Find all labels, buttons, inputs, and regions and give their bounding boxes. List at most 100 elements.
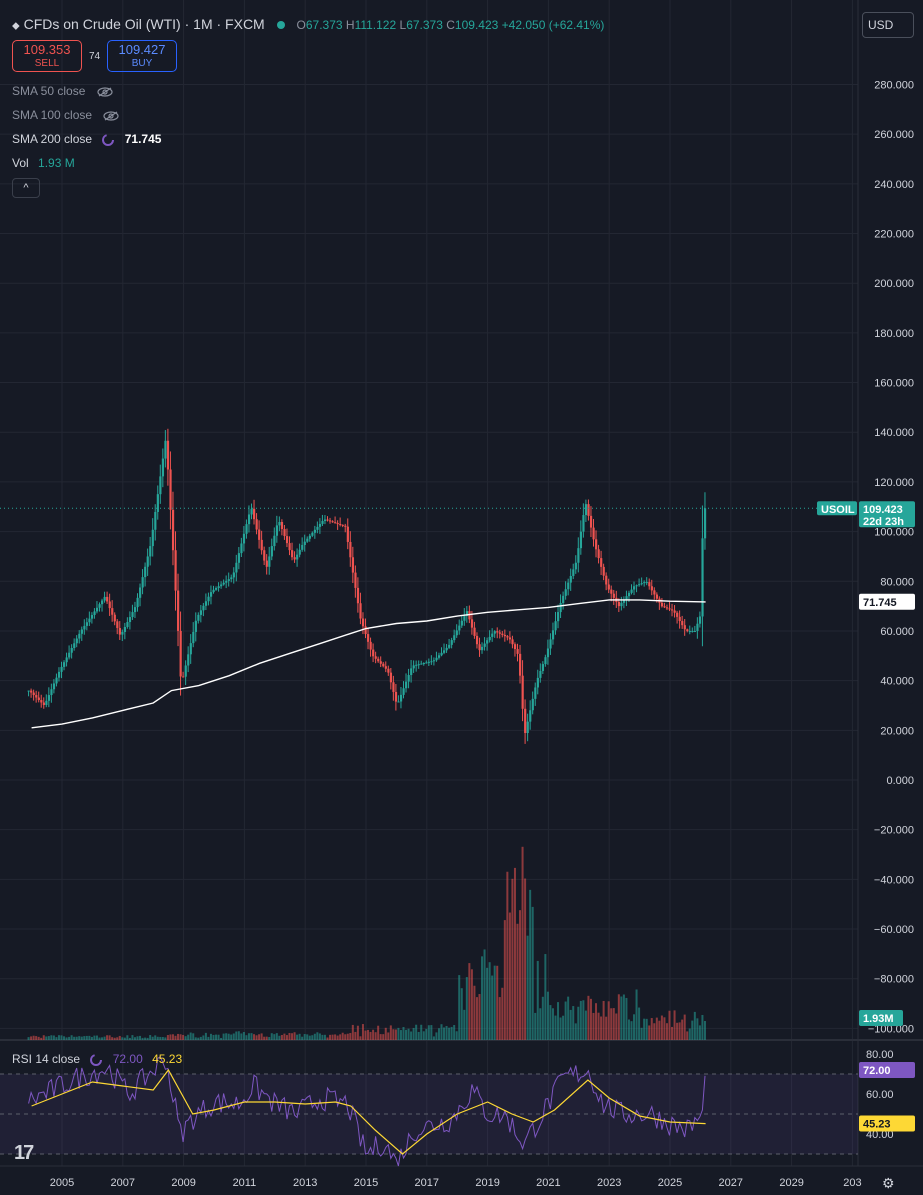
candle-body xyxy=(643,582,646,584)
volume-bar xyxy=(169,1034,172,1040)
collapse-legend-button[interactable]: ^ xyxy=(12,178,40,198)
currency-selector[interactable]: USD xyxy=(862,12,914,38)
candle-body xyxy=(437,655,441,658)
candle-body xyxy=(88,618,91,623)
candle-body xyxy=(303,541,306,545)
volume-bar xyxy=(691,1020,694,1040)
volume-bar xyxy=(445,1026,448,1040)
volume-bar xyxy=(397,1027,400,1040)
rsi-line xyxy=(28,1055,706,1167)
candle-body xyxy=(463,615,466,621)
candle-body xyxy=(207,596,210,602)
candle-body xyxy=(113,614,116,622)
volume-bar xyxy=(513,867,516,1040)
oil-drop-icon: ⬥ xyxy=(12,20,20,32)
time-tick-label: 2027 xyxy=(719,1177,743,1189)
volume-bar xyxy=(222,1033,225,1040)
volume-bar xyxy=(567,996,570,1040)
candle-body xyxy=(698,616,702,624)
candle-body xyxy=(448,644,451,648)
volume-bar xyxy=(30,1036,33,1040)
candle-body xyxy=(493,631,496,634)
candle-body xyxy=(212,589,215,593)
sell-button[interactable]: 109.353 SELL xyxy=(12,40,82,72)
candle-body xyxy=(569,575,572,583)
candle-body xyxy=(465,611,469,616)
volume-bar xyxy=(37,1036,40,1040)
candle-body xyxy=(397,701,400,703)
volume-bar xyxy=(557,1002,560,1040)
candle-body xyxy=(529,710,532,722)
time-tick-label: 2021 xyxy=(536,1177,560,1189)
candle-body xyxy=(278,521,281,526)
time-tick-label: 2007 xyxy=(111,1177,135,1189)
volume-bar xyxy=(361,1024,364,1040)
time-tick-label: 203 xyxy=(843,1177,861,1189)
candle-body xyxy=(536,677,539,688)
volume-bar xyxy=(465,977,468,1040)
candle-body xyxy=(460,620,463,626)
hidden-eye-icon[interactable] xyxy=(97,87,113,97)
buy-button[interactable]: 109.427 BUY xyxy=(107,40,177,72)
candle-body xyxy=(93,611,96,616)
volume-bar xyxy=(303,1034,306,1040)
rsi-legend[interactable]: RSI 14 close 72.00 45.23 xyxy=(12,1052,183,1066)
candle-body xyxy=(230,577,233,580)
svg-text:109.423: 109.423 xyxy=(863,504,903,516)
sma200-legend[interactable]: SMA 200 close 71.745 xyxy=(12,132,162,146)
candle-body xyxy=(85,622,89,626)
volume-bar xyxy=(529,889,532,1040)
volume-bar xyxy=(161,1036,164,1040)
volume-bar xyxy=(227,1033,230,1040)
price-tick-label: −60.000 xyxy=(874,924,914,936)
volume-bar xyxy=(42,1035,45,1040)
volume-bar xyxy=(703,1020,706,1040)
candle-body xyxy=(144,566,147,578)
candle-body xyxy=(123,626,127,632)
volume-bar xyxy=(627,1019,630,1040)
volume-bar xyxy=(273,1034,276,1040)
volume-bar xyxy=(488,962,491,1040)
sma50-legend[interactable]: SMA 50 close xyxy=(12,84,113,98)
candle-body xyxy=(486,640,489,644)
candle-body xyxy=(387,668,390,673)
candle-body xyxy=(665,607,669,609)
candle-body xyxy=(513,644,517,650)
candle-body xyxy=(696,623,699,631)
volume-bar xyxy=(293,1032,296,1040)
hidden-eye-icon[interactable] xyxy=(103,111,119,121)
candle-body xyxy=(686,629,689,631)
candle-body xyxy=(192,631,195,644)
settings-gear-icon[interactable]: ⚙ xyxy=(882,1175,895,1191)
time-tick-label: 2019 xyxy=(475,1177,499,1189)
volume-bar xyxy=(595,1003,598,1040)
candle-body xyxy=(455,630,458,636)
volume-bar xyxy=(270,1033,273,1040)
candle-body xyxy=(35,695,38,698)
volume-bar xyxy=(698,1025,701,1040)
volume-bar xyxy=(516,923,519,1040)
volume-bar xyxy=(131,1035,134,1040)
candle-body xyxy=(450,640,453,645)
volume-bar xyxy=(275,1033,278,1040)
price-tick-label: 260.000 xyxy=(874,129,914,141)
candle-body xyxy=(567,582,570,590)
candle-body xyxy=(372,649,375,657)
candle-body xyxy=(524,708,527,734)
candle-body xyxy=(648,582,651,587)
volume-bar xyxy=(653,1023,656,1040)
sma100-legend[interactable]: SMA 100 close xyxy=(12,108,119,122)
candle-body xyxy=(215,588,218,590)
volume-bar xyxy=(526,935,529,1040)
time-tick-label: 2009 xyxy=(171,1177,195,1189)
volume-bar xyxy=(139,1035,142,1040)
candle-body xyxy=(650,586,653,591)
volume-bar xyxy=(65,1037,68,1040)
candle-body xyxy=(361,618,365,627)
candle-body xyxy=(622,599,626,603)
candle-body xyxy=(156,494,159,512)
volume-legend[interactable]: Vol 1.93 M xyxy=(12,156,75,170)
volume-bar xyxy=(367,1029,370,1040)
candle-body xyxy=(263,550,266,561)
